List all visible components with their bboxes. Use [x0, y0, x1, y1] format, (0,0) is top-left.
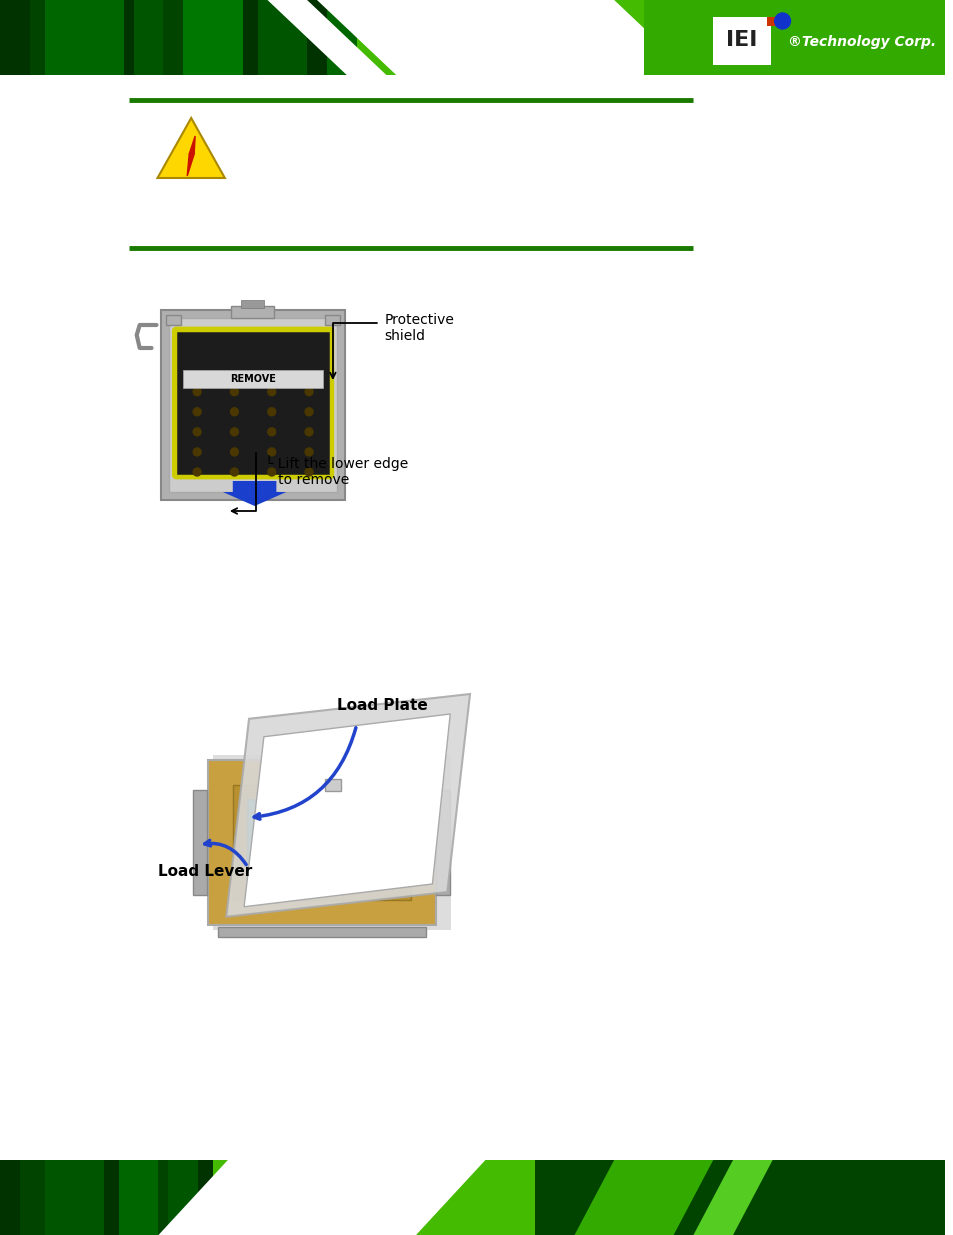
Bar — [436, 790, 449, 895]
Circle shape — [305, 468, 313, 475]
Bar — [327, 0, 356, 75]
Bar — [248, 800, 395, 885]
Bar — [163, 0, 183, 75]
Circle shape — [193, 388, 201, 395]
Bar — [217, 927, 425, 937]
Bar — [257, 0, 307, 75]
Polygon shape — [158, 1160, 485, 1235]
Text: Load Plate: Load Plate — [336, 698, 427, 713]
Circle shape — [268, 388, 275, 395]
Bar — [161, 310, 344, 500]
Bar — [170, 317, 336, 492]
Circle shape — [231, 468, 238, 475]
Bar — [643, 0, 944, 75]
Bar — [0, 1160, 20, 1235]
Bar — [233, 785, 411, 900]
Circle shape — [193, 427, 201, 436]
Text: IEI: IEI — [725, 30, 757, 49]
Bar — [183, 0, 242, 75]
Polygon shape — [267, 0, 386, 75]
Bar — [262, 815, 381, 869]
Bar — [45, 1160, 104, 1235]
Polygon shape — [157, 119, 225, 178]
Bar — [325, 315, 339, 325]
Circle shape — [193, 448, 201, 456]
Bar — [45, 0, 124, 75]
Polygon shape — [187, 154, 194, 177]
Circle shape — [193, 468, 201, 475]
Bar — [766, 17, 775, 26]
Circle shape — [231, 427, 238, 436]
Polygon shape — [223, 480, 286, 506]
Bar — [325, 779, 341, 790]
Bar — [166, 315, 181, 325]
Bar — [158, 1160, 169, 1235]
Polygon shape — [226, 694, 470, 916]
Polygon shape — [244, 714, 450, 906]
Text: └ Lift the lower edge
   to remove: └ Lift the lower edge to remove — [265, 454, 408, 487]
Text: Protective
shield: Protective shield — [384, 312, 454, 343]
Bar — [0, 1160, 944, 1235]
Bar — [104, 1160, 119, 1235]
Bar — [0, 0, 30, 75]
Bar — [242, 0, 257, 75]
Polygon shape — [189, 136, 195, 154]
Text: Load Lever: Load Lever — [158, 864, 253, 879]
Circle shape — [305, 427, 313, 436]
Circle shape — [268, 427, 275, 436]
Bar — [713, 17, 770, 65]
Bar — [208, 760, 436, 925]
Text: ®Technology Corp.: ®Technology Corp. — [787, 35, 935, 49]
Bar — [0, 0, 653, 75]
Bar — [119, 1160, 158, 1235]
Bar — [175, 330, 331, 475]
Bar — [20, 1160, 45, 1235]
Circle shape — [268, 448, 275, 456]
Bar — [193, 790, 207, 895]
Bar — [169, 1160, 198, 1235]
Bar — [183, 370, 323, 388]
Bar — [30, 0, 45, 75]
Bar — [213, 755, 450, 930]
Circle shape — [774, 14, 790, 28]
Bar — [231, 306, 274, 317]
Polygon shape — [693, 1160, 772, 1235]
Circle shape — [268, 468, 275, 475]
Text: REMOVE: REMOVE — [230, 374, 275, 384]
Circle shape — [268, 408, 275, 416]
Bar — [0, 0, 944, 75]
Polygon shape — [574, 1160, 713, 1235]
Bar — [535, 1160, 944, 1235]
Circle shape — [231, 408, 238, 416]
Bar — [124, 0, 133, 75]
Circle shape — [305, 408, 313, 416]
Bar — [307, 0, 327, 75]
Circle shape — [231, 448, 238, 456]
Polygon shape — [316, 0, 693, 75]
Circle shape — [193, 408, 201, 416]
Bar — [133, 0, 163, 75]
Bar — [240, 300, 264, 308]
Bar — [198, 1160, 213, 1235]
Circle shape — [231, 388, 238, 395]
Circle shape — [305, 388, 313, 395]
Circle shape — [305, 448, 313, 456]
